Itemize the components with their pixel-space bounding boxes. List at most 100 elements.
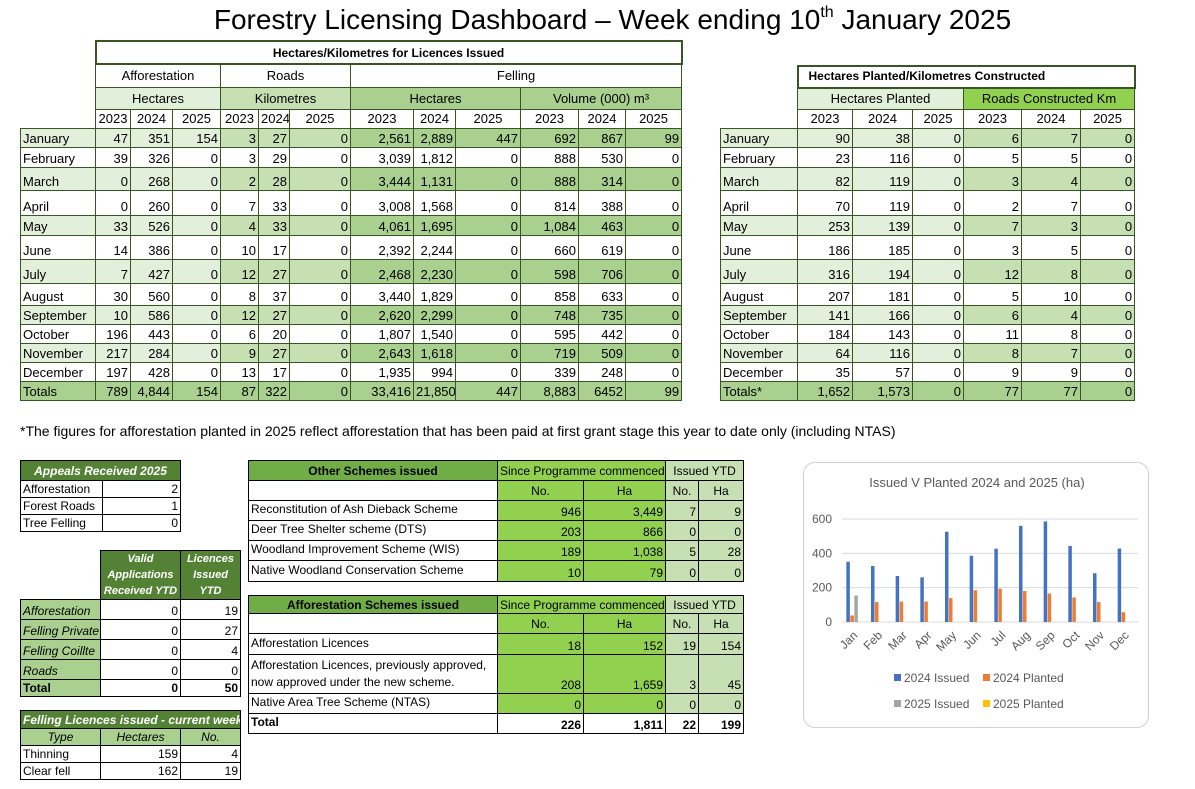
month-label: March (720, 166, 798, 191)
column-header: No. (665, 613, 700, 634)
value-cell: 748 (520, 304, 579, 325)
value-cell: 9 (963, 361, 1022, 382)
value-cell: 12 (963, 258, 1022, 284)
value-cell: 159 (100, 745, 181, 763)
value-cell: 0 (665, 693, 700, 714)
table-row: January 47 351 154 3 27 0 2,561 2,889 447 692 867 99 (20, 127, 683, 148)
cell (721, 88, 798, 109)
row-label: Felling Private (20, 619, 101, 640)
value-cell: 226 (497, 713, 584, 734)
value-cell: 0 (912, 258, 964, 284)
value-cell: 2,561 (350, 127, 414, 148)
value-cell: 203 (497, 520, 584, 541)
table-row: March 0 268 0 2 28 0 3,444 1,131 0 888 314 0 (20, 166, 683, 191)
value-cell: 1,131 (413, 166, 456, 191)
value-cell: 3,440 (350, 282, 414, 306)
value-cell: 3,008 (350, 189, 414, 216)
month-label: May (720, 214, 798, 236)
value-cell: 0 (172, 234, 221, 260)
bar-2024-planted (1121, 612, 1126, 622)
value-cell: 77 (1021, 380, 1081, 401)
value-cell: 7 (95, 258, 131, 284)
value-cell: 64 (797, 342, 853, 363)
bar-2024-planted (924, 601, 928, 622)
value-cell: 0 (172, 146, 221, 168)
value-cell: 0 (624, 282, 683, 306)
value-cell: 735 (578, 304, 626, 325)
value-cell: 7 (963, 214, 1022, 236)
bar-2024-issued (871, 566, 875, 622)
value-cell: 0 (289, 361, 351, 382)
x-tick-label: Dec (1107, 628, 1132, 653)
value-cell: 0 (289, 304, 351, 325)
value-cell: 181 (852, 282, 913, 306)
value-cell: 1,695 (413, 214, 456, 236)
table-row: July 316 194 0 12 8 0 (720, 258, 1136, 284)
value-cell: 253 (797, 214, 853, 236)
value-cell: 0 (100, 639, 181, 660)
value-cell: 27 (258, 127, 290, 148)
legend-label: 2024 Issued (904, 671, 969, 685)
table-row: Felling Licences issued - current week (19, 710, 242, 729)
value-cell: 6 (963, 127, 1022, 148)
value-cell: 866 (582, 520, 667, 541)
year-header: 2024 (413, 108, 456, 129)
value-cell: 29 (258, 146, 290, 168)
value-cell: 9 (1021, 361, 1081, 382)
scheme-label: Afforestation Licences, previously appro… (248, 654, 498, 694)
month-label: February (20, 146, 96, 168)
month-label: July (720, 258, 798, 284)
value-cell: 0 (698, 520, 745, 541)
value-cell: 185 (852, 234, 913, 260)
row-label: Afforestation (20, 480, 103, 498)
value-cell: 152 (582, 633, 667, 655)
table-row: Afforestation 0 19 (20, 599, 241, 620)
table-row: Hectares Planted Roads Constructed Km (721, 87, 1136, 110)
value-cell: 197 (95, 361, 131, 382)
value-cell: 19 (180, 599, 241, 620)
group-header: Afforestation (95, 63, 221, 88)
x-tick-label: Nov (1082, 628, 1107, 653)
value-cell: 4 (220, 214, 259, 236)
value-cell: 0 (624, 304, 683, 325)
value-cell: 0 (1079, 380, 1136, 401)
value-cell: 0 (455, 189, 521, 216)
value-cell: 17 (258, 234, 290, 260)
value-cell: 2,468 (350, 258, 414, 284)
value-cell: 33 (95, 214, 131, 236)
month-label: November (720, 342, 798, 363)
value-cell: 0 (1079, 127, 1136, 148)
month-label: March (20, 166, 96, 191)
value-cell: 0 (102, 514, 181, 532)
cell (21, 64, 96, 87)
value-cell: 0 (624, 189, 683, 216)
value-cell: 463 (578, 214, 626, 236)
value-cell: 0 (624, 166, 683, 191)
table-row: Total 226 1,811 22 199 (248, 713, 745, 734)
value-cell: 1 (102, 497, 181, 515)
value-cell: 0 (624, 361, 683, 382)
table-row: March 82 119 0 3 4 0 (720, 166, 1136, 191)
value-cell: 5 (665, 540, 700, 561)
table-row: October 184 143 0 11 8 0 (720, 323, 1136, 344)
table-row: Reconstitution of Ash Dieback Scheme 946 3… (248, 500, 745, 521)
table-row: No. Ha No. Ha (248, 613, 745, 634)
value-cell: 116 (852, 146, 913, 168)
value-cell: 22 (665, 713, 700, 734)
value-cell: 586 (130, 304, 173, 325)
value-cell: 6 (963, 304, 1022, 325)
scheme-label: Total (248, 713, 498, 734)
value-cell: 5 (963, 282, 1022, 306)
table-row: Total 0 50 (20, 679, 241, 697)
row-label: Tree Felling (20, 514, 103, 532)
bar-2024-planted (899, 601, 904, 622)
month-label: June (720, 234, 798, 260)
value-cell: 0 (289, 189, 351, 216)
value-cell: 10 (220, 234, 259, 260)
value-cell: 0 (698, 560, 745, 582)
value-cell: 351 (130, 127, 173, 148)
value-cell: 3 (220, 127, 259, 148)
bar-2024-issued (1019, 525, 1023, 622)
value-cell: 0 (1079, 214, 1136, 236)
table-row: August 207 181 0 5 10 0 (720, 282, 1136, 306)
